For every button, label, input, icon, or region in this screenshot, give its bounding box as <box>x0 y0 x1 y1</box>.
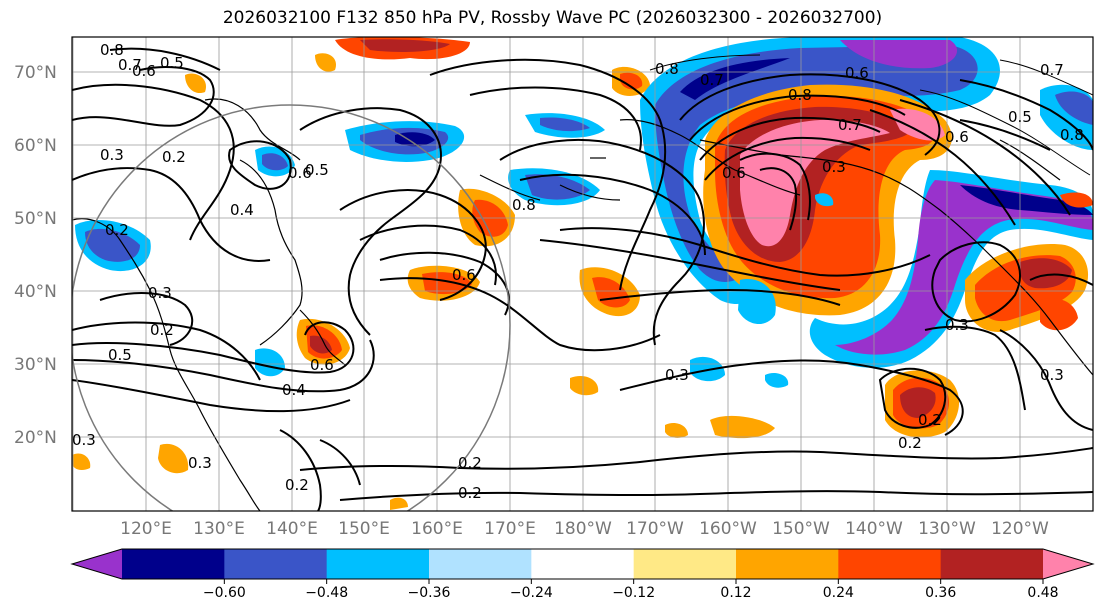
contour-label: 0.3 <box>188 454 212 472</box>
contour-label: 0.2 <box>458 484 482 502</box>
lat-label: 40°N <box>14 282 57 302</box>
anomaly-shading <box>72 37 1093 510</box>
contour-label: 0.6 <box>288 164 312 182</box>
lon-label: 140°W <box>845 519 903 539</box>
contour-label: 0.3 <box>822 158 846 176</box>
map-frame <box>71 36 1094 512</box>
lat-label: 70°N <box>14 63 57 83</box>
lon-label: 160°E <box>411 519 463 539</box>
pv-contours-thin <box>649 54 1093 176</box>
contour-label: 0.2 <box>285 476 309 494</box>
colorbar-tick-label: −0.48 <box>305 585 348 601</box>
contour-label: 0.2 <box>918 411 942 429</box>
colorbar-swatch <box>838 549 942 579</box>
lon-label: 140°E <box>266 519 318 539</box>
colorbar-tick-label: −0.60 <box>203 585 246 601</box>
colorbar-tick-label: 0.48 <box>1027 585 1058 601</box>
lon-label: 180°W <box>554 519 612 539</box>
longitude-labels: 120°E 130°E 140°E 150°E 160°E 170°E 180°… <box>120 519 1049 539</box>
colorbar: −0.60 −0.48 −0.36 −0.24 −0.12 0.12 0.24 0.36 0.4… <box>70 548 1095 601</box>
contour-label: 0.3 <box>1040 366 1064 384</box>
contour-label: 0.2 <box>162 148 186 166</box>
colorbar-swatch <box>224 549 328 579</box>
contour-label: 0.8 <box>655 60 679 78</box>
lat-label: 30°N <box>14 355 57 375</box>
contour-label: 0.5 <box>160 54 184 72</box>
lat-label: 20°N <box>14 428 57 448</box>
contour-label: 0.3 <box>945 316 969 334</box>
lon-label: 150°E <box>338 519 390 539</box>
contour-label: 0.8 <box>1060 126 1084 144</box>
pv-contours <box>72 47 1093 511</box>
contour-label: 0.8 <box>788 86 812 104</box>
contour-label: 0.8 <box>512 196 536 214</box>
colorbar-tick-label: 0.36 <box>925 585 956 601</box>
lon-label: 120°W <box>991 519 1049 539</box>
colorbar-swatch <box>940 549 1044 579</box>
contour-labels: 0.8 0.7 0.6 0.5 0.3 0.2 0.2 0.3 0.4 0.6 … <box>72 41 1084 502</box>
contour-label: 0.3 <box>72 431 96 449</box>
contour-label: 0.7 <box>1040 61 1064 79</box>
colorbar-swatch <box>326 549 430 579</box>
lon-label: 170°E <box>484 519 536 539</box>
colorbar-swatch <box>429 549 532 579</box>
lat-label: 60°N <box>14 136 57 156</box>
contour-label: 0.7 <box>700 71 724 89</box>
contour-label: 0.5 <box>1008 108 1032 126</box>
chart-title: 2026032100 F132 850 hPa PV, Rossby Wave … <box>222 8 883 28</box>
contour-label: 0.7 <box>118 56 142 74</box>
colorbar-extend-high <box>1043 549 1093 579</box>
colorbar-tick-label: −0.36 <box>408 585 451 601</box>
contour-label: 0.2 <box>898 434 922 452</box>
contour-label: 0.3 <box>148 284 172 302</box>
contour-label: 0.6 <box>722 164 746 182</box>
lat-label: 50°N <box>14 209 57 229</box>
contour-label: 0.2 <box>105 221 129 239</box>
contour-label: 0.6 <box>132 62 156 80</box>
colorbar-extend-low <box>72 549 122 579</box>
contour-label: 0.4 <box>282 381 306 399</box>
contour-label: 0.5 <box>108 346 132 364</box>
contour-label: 0.6 <box>452 266 476 284</box>
contour-label: 0.3 <box>665 366 689 384</box>
map-content <box>72 37 1093 511</box>
latitude-labels: 70°N 60°N 50°N 40°N 30°N 20°N <box>14 63 57 448</box>
colorbar-tick-label: −0.12 <box>612 585 655 601</box>
contour-label: 0.2 <box>458 454 482 472</box>
lon-label: 150°W <box>772 519 830 539</box>
colorbar-swatch <box>531 549 635 579</box>
colorbar-swatch <box>633 549 737 579</box>
contour-label: 0.2 <box>150 321 174 339</box>
contour-label: 0.4 <box>230 201 254 219</box>
colorbar-tick-label: −0.24 <box>510 585 553 601</box>
contour-label: 0.6 <box>310 356 334 374</box>
contour-label: 0.5 <box>305 161 329 179</box>
contour-label: 0.3 <box>100 146 124 164</box>
gridlines <box>72 37 1093 511</box>
contour-label: 0.7 <box>838 116 862 134</box>
contour-label: 0.8 <box>100 41 124 59</box>
lon-label: 170°W <box>626 519 684 539</box>
contour-label: 0.6 <box>845 64 869 82</box>
lon-label: 160°W <box>699 519 757 539</box>
lon-label: 120°E <box>120 519 172 539</box>
colorbar-tick-label: 0.24 <box>823 585 854 601</box>
colorbar-swatch <box>122 549 225 579</box>
great-circle-ring <box>72 104 511 511</box>
contour-label: 0.6 <box>945 128 969 146</box>
lon-label: 130°W <box>918 519 976 539</box>
lon-label: 130°E <box>193 519 245 539</box>
colorbar-tick-label: 0.12 <box>720 585 751 601</box>
colorbar-swatch <box>736 549 839 579</box>
